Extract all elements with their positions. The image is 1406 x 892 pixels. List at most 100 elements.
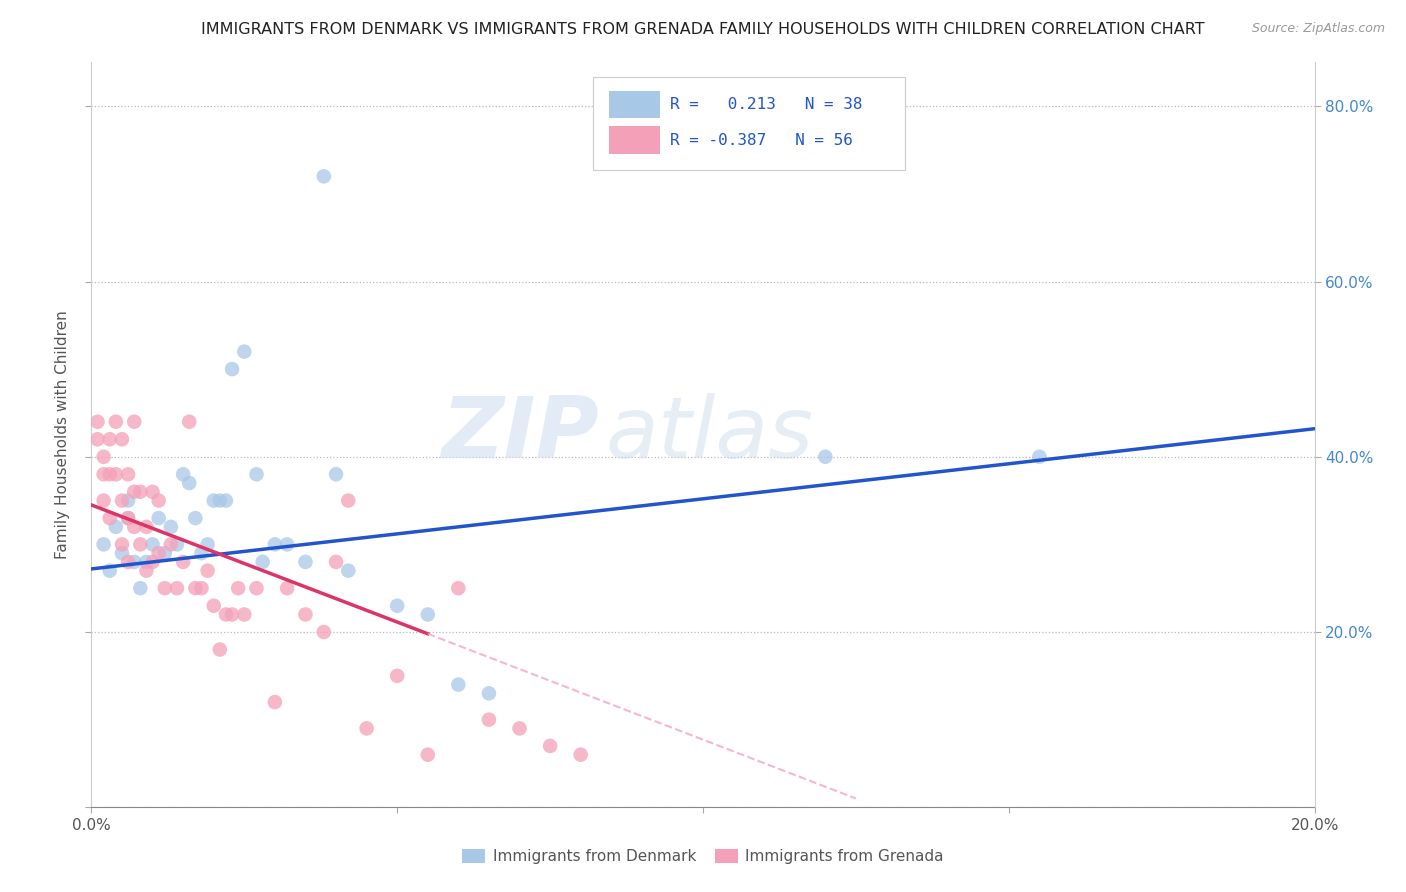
- Point: [226, 581, 249, 595]
- Point: [122, 555, 145, 569]
- Point: [245, 467, 267, 482]
- Point: [135, 520, 157, 534]
- FancyBboxPatch shape: [609, 91, 661, 119]
- Point: [478, 686, 501, 700]
- Point: [104, 467, 127, 482]
- Point: [197, 537, 219, 551]
- Point: [190, 581, 212, 595]
- Point: [153, 581, 176, 595]
- Text: Source: ZipAtlas.com: Source: ZipAtlas.com: [1251, 22, 1385, 36]
- Point: [93, 467, 115, 482]
- Point: [416, 747, 439, 762]
- Point: [98, 467, 121, 482]
- Point: [312, 625, 335, 640]
- Text: R = -0.387   N = 56: R = -0.387 N = 56: [671, 133, 853, 148]
- Point: [1028, 450, 1050, 464]
- Point: [129, 581, 152, 595]
- Point: [179, 476, 201, 491]
- Point: [104, 520, 127, 534]
- Point: [179, 415, 201, 429]
- Point: [111, 537, 134, 551]
- Point: [569, 747, 592, 762]
- Point: [117, 467, 139, 482]
- Point: [509, 722, 531, 736]
- Point: [153, 546, 176, 560]
- Point: [93, 537, 115, 551]
- Point: [184, 581, 207, 595]
- Point: [98, 432, 121, 446]
- Point: [814, 450, 837, 464]
- Point: [104, 415, 127, 429]
- Point: [160, 537, 183, 551]
- Point: [98, 511, 121, 525]
- Point: [148, 546, 170, 560]
- Point: [111, 493, 134, 508]
- Point: [478, 713, 501, 727]
- Point: [197, 564, 219, 578]
- Point: [215, 607, 238, 622]
- Point: [190, 546, 212, 560]
- Point: [141, 484, 163, 499]
- Point: [325, 467, 347, 482]
- Point: [122, 415, 145, 429]
- Point: [122, 520, 145, 534]
- Point: [245, 581, 267, 595]
- Point: [135, 555, 157, 569]
- Point: [294, 607, 316, 622]
- Point: [264, 695, 287, 709]
- Point: [111, 546, 134, 560]
- Point: [148, 511, 170, 525]
- Point: [385, 669, 409, 683]
- Point: [416, 607, 439, 622]
- Point: [356, 722, 378, 736]
- Point: [385, 599, 409, 613]
- Point: [86, 415, 108, 429]
- Point: [221, 607, 243, 622]
- Point: [538, 739, 561, 753]
- Point: [160, 520, 183, 534]
- Point: [98, 564, 121, 578]
- Point: [447, 677, 470, 691]
- Point: [122, 484, 145, 499]
- Point: [294, 555, 316, 569]
- Point: [325, 555, 347, 569]
- FancyBboxPatch shape: [609, 127, 661, 154]
- Point: [141, 537, 163, 551]
- Point: [184, 511, 207, 525]
- Point: [117, 511, 139, 525]
- Point: [117, 511, 139, 525]
- Point: [252, 555, 274, 569]
- Text: IMMIGRANTS FROM DENMARK VS IMMIGRANTS FROM GRENADA FAMILY HOUSEHOLDS WITH CHILDR: IMMIGRANTS FROM DENMARK VS IMMIGRANTS FR…: [201, 22, 1205, 37]
- Point: [221, 362, 243, 376]
- Point: [166, 537, 188, 551]
- FancyBboxPatch shape: [593, 78, 905, 170]
- Point: [148, 493, 170, 508]
- Point: [172, 467, 194, 482]
- Point: [233, 344, 256, 359]
- Point: [447, 581, 470, 595]
- Text: ZIP: ZIP: [441, 393, 599, 476]
- Y-axis label: Family Households with Children: Family Households with Children: [55, 310, 70, 559]
- Legend: Immigrants from Denmark, Immigrants from Grenada: Immigrants from Denmark, Immigrants from…: [456, 843, 950, 871]
- Text: atlas: atlas: [605, 393, 813, 476]
- Point: [129, 484, 152, 499]
- Point: [172, 555, 194, 569]
- Point: [111, 432, 134, 446]
- Point: [337, 493, 360, 508]
- Point: [264, 537, 287, 551]
- Point: [166, 581, 188, 595]
- Point: [129, 537, 152, 551]
- Point: [141, 555, 163, 569]
- Point: [117, 493, 139, 508]
- Point: [202, 599, 225, 613]
- Point: [208, 493, 231, 508]
- Point: [276, 537, 298, 551]
- Point: [93, 493, 115, 508]
- Point: [86, 432, 108, 446]
- Point: [93, 450, 115, 464]
- Point: [233, 607, 256, 622]
- Point: [208, 642, 231, 657]
- Point: [337, 564, 360, 578]
- Point: [312, 169, 335, 184]
- Point: [135, 564, 157, 578]
